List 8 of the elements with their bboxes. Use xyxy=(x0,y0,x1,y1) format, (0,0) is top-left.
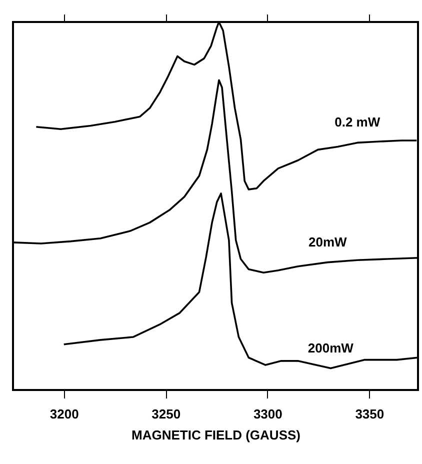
x-tick-label: 3200 xyxy=(50,406,79,422)
series-label: 200mW xyxy=(308,340,354,356)
x-tick-label: 3350 xyxy=(355,406,384,422)
series-label: 0.2 mW xyxy=(334,114,381,130)
x-axis-title: MAGNETIC FIELD (GAUSS) xyxy=(132,428,300,442)
series-label: 20mW xyxy=(308,234,348,250)
x-tick-label: 3300 xyxy=(253,406,282,422)
x-tick-label: 3250 xyxy=(152,406,181,422)
